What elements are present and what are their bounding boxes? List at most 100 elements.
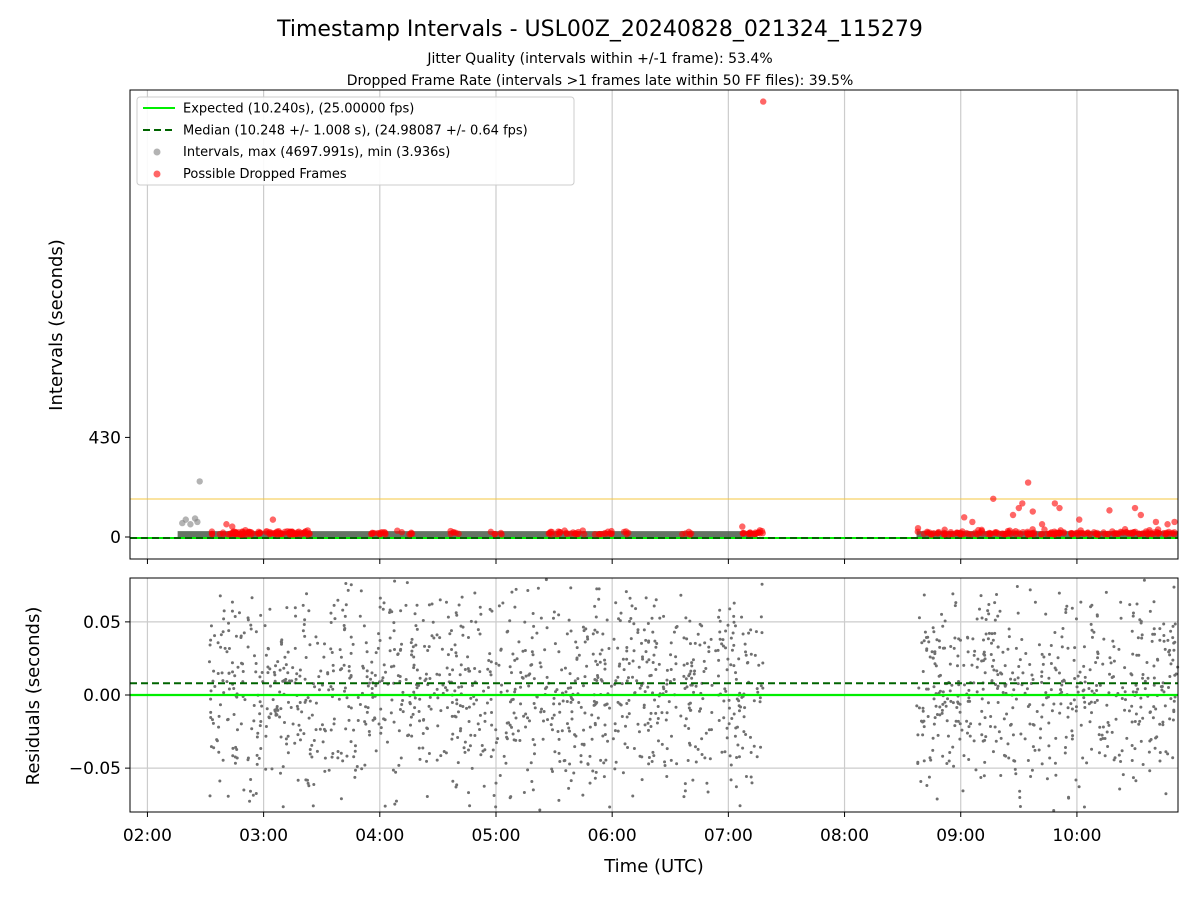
residual-point-777	[486, 686, 490, 690]
x-tick-label-3: 05:00	[471, 826, 520, 846]
residual-point-653	[644, 596, 648, 600]
residual-point-98	[761, 661, 765, 665]
residual-point-1179	[286, 671, 290, 675]
residual-point-255	[701, 697, 705, 701]
residual-point-1236	[1018, 796, 1022, 800]
residual-point-844	[444, 600, 448, 604]
residual-point-1269	[951, 745, 955, 749]
residual-point-202	[729, 636, 733, 640]
residual-point-516	[411, 712, 415, 716]
residual-point-1535	[1018, 789, 1022, 793]
residual-point-835	[746, 660, 750, 664]
residual-point-1711	[1141, 716, 1145, 720]
residual-point-938	[209, 697, 213, 701]
residual-point-778	[499, 690, 503, 694]
residual-point-0	[720, 750, 724, 754]
residual-point-184	[742, 715, 746, 719]
residual-point-1331	[1166, 638, 1170, 642]
residual-point-580	[301, 629, 305, 633]
residual-point-1325	[1074, 617, 1078, 621]
residual-point-26	[366, 684, 370, 688]
residual-point-878	[486, 667, 490, 671]
residual-point-1092	[226, 718, 230, 722]
residual-point-1583	[1148, 609, 1152, 613]
residual-point-746	[736, 743, 740, 747]
residual-point-977	[296, 778, 300, 782]
residual-point-1118	[732, 620, 736, 624]
residual-point-1048	[603, 703, 607, 707]
residual-point-249	[286, 650, 290, 654]
residual-point-124	[462, 746, 466, 750]
residual-point-334	[551, 769, 555, 773]
residual-point-1079	[383, 804, 387, 808]
residual-point-1194	[993, 618, 997, 622]
residual-point-1235	[1107, 723, 1111, 727]
residual-point-619	[322, 655, 326, 659]
residual-point-453	[706, 790, 710, 794]
residual-point-157	[623, 742, 627, 746]
residual-point-1137	[651, 661, 655, 665]
residual-point-1674	[1094, 660, 1098, 664]
residual-point-698	[281, 765, 285, 769]
residual-point-909	[651, 691, 655, 695]
residual-point-939	[356, 718, 360, 722]
residual-point-57	[513, 690, 517, 694]
residual-point-518	[526, 716, 530, 720]
dropped-frame-point-79	[281, 528, 289, 536]
residual-point-655	[399, 609, 403, 613]
residual-point-1164	[585, 664, 589, 668]
residual-point-305	[270, 767, 274, 771]
residual-point-632	[258, 675, 262, 679]
residual-point-1238	[1087, 687, 1091, 691]
residual-point-807	[510, 671, 514, 675]
residual-point-113	[329, 685, 333, 689]
residual-point-770	[743, 706, 747, 710]
residual-point-127	[656, 705, 660, 709]
dropped-frame-point-255	[956, 530, 963, 538]
residual-point-1107	[722, 699, 726, 703]
residual-point-720	[686, 759, 690, 763]
residual-point-1625	[932, 722, 936, 726]
residual-point-45	[651, 750, 655, 754]
residual-point-774	[492, 794, 496, 798]
residual-point-1239	[1041, 662, 1045, 666]
residual-point-287	[473, 733, 477, 737]
residual-point-603	[647, 756, 651, 760]
residual-point-1685	[1072, 658, 1076, 662]
residual-point-6	[644, 650, 648, 654]
residual-point-1292	[1106, 721, 1110, 725]
residual-point-1700	[1040, 680, 1044, 684]
residual-point-35	[632, 746, 636, 750]
residual-point-1545	[986, 609, 990, 613]
residual-point-574	[297, 723, 301, 727]
residual-point-88	[425, 795, 429, 799]
residual-point-1652	[1153, 632, 1157, 636]
dropped-frame-point-139	[546, 529, 553, 537]
residual-point-1555	[1033, 748, 1037, 752]
residual-point-112	[664, 690, 668, 694]
dropped-frame-point-41	[208, 528, 216, 535]
residual-point-1225	[984, 735, 988, 739]
residual-point-782	[331, 687, 335, 691]
legend-dropped-label: Possible Dropped Frames	[183, 167, 347, 182]
residual-point-1282	[1070, 729, 1074, 733]
residual-point-1708	[980, 733, 984, 737]
residual-point-675	[536, 586, 540, 590]
residual-point-1494	[1031, 745, 1035, 749]
residual-point-185	[279, 707, 283, 711]
residual-point-293	[588, 754, 592, 758]
residual-point-547	[586, 637, 590, 641]
residual-point-576	[243, 698, 247, 702]
dropped-frame-point-73	[245, 528, 252, 536]
dropped-frame-point-89	[256, 529, 264, 536]
residual-point-713	[314, 728, 318, 732]
residual-point-147	[577, 653, 581, 657]
residual-point-1367	[966, 650, 970, 654]
residual-point-1665	[1054, 668, 1058, 672]
residual-point-22	[647, 762, 651, 766]
residual-point-1237	[1163, 704, 1167, 708]
residual-point-295	[527, 684, 531, 688]
residual-point-566	[750, 781, 754, 785]
residual-point-1051	[358, 614, 362, 618]
residual-point-1146	[445, 706, 449, 710]
